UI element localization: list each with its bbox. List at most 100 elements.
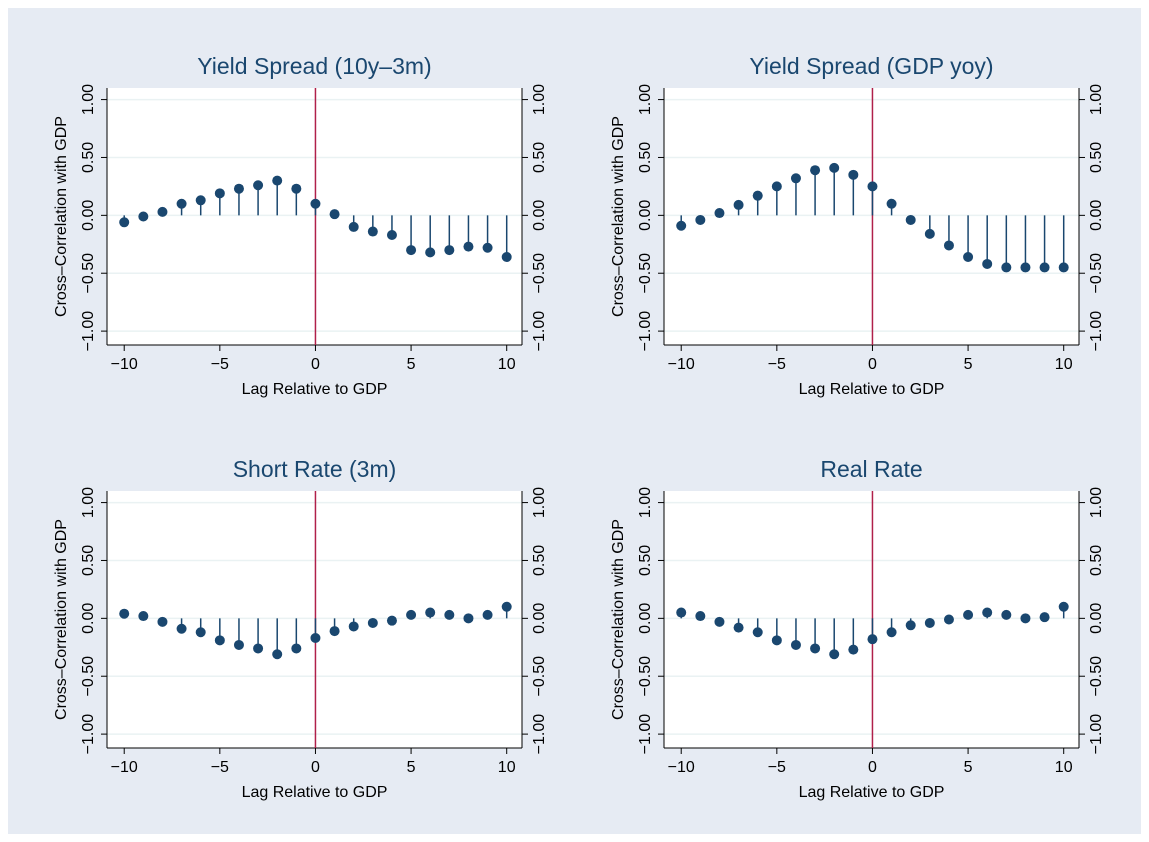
point	[771, 635, 782, 646]
y-tick-label: −0.50	[637, 656, 654, 697]
x-axis-label: Lag Relative to GDP	[799, 381, 945, 398]
point	[444, 245, 455, 256]
x-tick-label: −5	[768, 356, 786, 373]
x-axis-label: Lag Relative to GDP	[242, 784, 388, 801]
y-axis-label: Cross–Correlation with GDP	[53, 116, 70, 317]
x-tick-label: −5	[211, 759, 229, 776]
point	[714, 208, 725, 219]
point	[924, 617, 935, 628]
y-tick-label: 0.00	[637, 200, 654, 231]
point	[329, 209, 340, 220]
x-tick-label: 10	[498, 759, 516, 776]
point	[963, 609, 974, 620]
point	[982, 258, 993, 269]
point	[1058, 601, 1069, 612]
x-tick-label: −10	[111, 759, 138, 776]
point	[367, 617, 378, 628]
y2-tick-label: 1.00	[531, 487, 548, 518]
x-tick-label: 5	[407, 759, 416, 776]
point	[752, 627, 763, 638]
point	[482, 242, 493, 253]
plot-area	[107, 491, 522, 748]
point	[310, 198, 321, 209]
point	[848, 644, 859, 655]
x-axis-label: Lag Relative to GDP	[242, 381, 388, 398]
panel: Yield Spread (10y–3m) Cross–Correlation w…	[53, 53, 548, 398]
y-tick-label: −1.00	[80, 311, 97, 352]
x-tick-label: 0	[311, 759, 320, 776]
y-axis-label: Cross–Correlation with GDP	[610, 519, 627, 720]
point	[943, 240, 954, 251]
point	[406, 609, 417, 620]
point	[752, 190, 763, 201]
y2-tick-label: 0.00	[531, 603, 548, 634]
point	[905, 214, 916, 225]
y-tick-label: −1.00	[637, 311, 654, 352]
y-tick-label: 0.50	[80, 545, 97, 576]
point	[348, 621, 359, 632]
point	[348, 221, 359, 232]
point	[444, 609, 455, 620]
y-axis-label: Cross–Correlation with GDP	[610, 116, 627, 317]
point	[1039, 612, 1050, 623]
y-tick-label: 1.00	[637, 84, 654, 115]
point	[810, 165, 821, 176]
point	[714, 616, 725, 627]
point	[886, 198, 897, 209]
x-tick-label: 5	[964, 759, 973, 776]
point	[386, 230, 397, 241]
point	[482, 609, 493, 620]
point	[272, 175, 283, 186]
point	[367, 226, 378, 237]
point	[272, 649, 283, 660]
point	[195, 627, 206, 638]
point	[214, 188, 225, 199]
y2-tick-label: 1.00	[1088, 84, 1105, 115]
point	[233, 639, 244, 650]
y2-tick-label: −0.50	[531, 656, 548, 697]
point	[771, 181, 782, 192]
point	[1039, 262, 1050, 273]
y-tick-label: 0.50	[637, 142, 654, 173]
x-tick-label: −10	[668, 759, 695, 776]
y2-tick-label: 1.00	[1088, 487, 1105, 518]
x-tick-label: 0	[868, 759, 877, 776]
y2-tick-label: −0.50	[531, 253, 548, 294]
y-tick-label: 0.00	[637, 603, 654, 634]
x-tick-label: 10	[1055, 759, 1073, 776]
x-tick-label: 10	[1055, 356, 1073, 373]
y2-tick-label: 0.50	[531, 545, 548, 576]
x-tick-label: 5	[407, 356, 416, 373]
y2-tick-label: 0.00	[531, 200, 548, 231]
point	[695, 611, 706, 622]
y-tick-label: −1.00	[80, 714, 97, 755]
point	[733, 199, 744, 210]
plot-area	[664, 88, 1079, 345]
point	[329, 626, 340, 637]
panel-title: Yield Spread (10y–3m)	[197, 53, 431, 79]
x-axis-label: Lag Relative to GDP	[799, 784, 945, 801]
point	[848, 169, 859, 180]
y2-tick-label: −0.50	[1088, 656, 1105, 697]
x-tick-label: 10	[498, 356, 516, 373]
point	[119, 608, 130, 619]
y-tick-label: −1.00	[637, 714, 654, 755]
y-tick-label: −0.50	[637, 253, 654, 294]
point	[310, 633, 321, 644]
panel-title: Real Rate	[820, 456, 922, 482]
point	[1001, 262, 1012, 273]
point	[119, 217, 130, 228]
point	[733, 622, 744, 633]
point	[501, 601, 512, 612]
point	[905, 620, 916, 631]
y-axis-label: Cross–Correlation with GDP	[53, 519, 70, 720]
point	[886, 627, 897, 638]
y-tick-label: 0.00	[80, 200, 97, 231]
point	[963, 252, 974, 263]
panel-title: Yield Spread (GDP yoy)	[749, 53, 993, 79]
y2-tick-label: −1.00	[1088, 311, 1105, 352]
point	[214, 635, 225, 646]
plot-area	[107, 88, 522, 345]
y-tick-label: −0.50	[80, 656, 97, 697]
